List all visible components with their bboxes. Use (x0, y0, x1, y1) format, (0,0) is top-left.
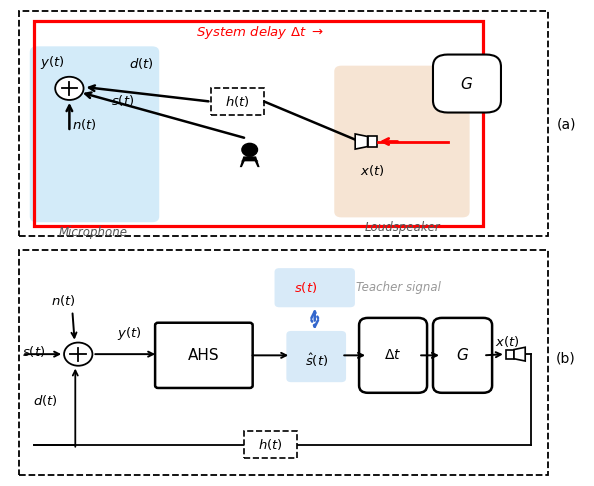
Polygon shape (241, 156, 258, 161)
Circle shape (55, 77, 84, 100)
Text: $\hat{s}(t)$: $\hat{s}(t)$ (305, 351, 328, 368)
FancyBboxPatch shape (433, 54, 501, 113)
Polygon shape (355, 134, 368, 149)
FancyBboxPatch shape (274, 268, 355, 307)
Bar (34, 21, 484, 226)
Text: $h(t)$: $h(t)$ (258, 437, 283, 452)
Text: Microphone: Microphone (59, 226, 128, 239)
Text: $d(t)$: $d(t)$ (33, 393, 58, 408)
Text: Teacher signal: Teacher signal (356, 281, 441, 294)
Text: Loudspeaker: Loudspeaker (364, 221, 440, 234)
Circle shape (64, 343, 93, 366)
FancyBboxPatch shape (30, 46, 159, 222)
FancyBboxPatch shape (359, 318, 427, 393)
Text: $s(t)$: $s(t)$ (22, 344, 45, 359)
Text: $s(t)$: $s(t)$ (294, 280, 318, 295)
FancyBboxPatch shape (433, 318, 492, 393)
Circle shape (242, 143, 258, 156)
Text: $d(t)$: $d(t)$ (128, 56, 153, 71)
FancyBboxPatch shape (155, 323, 252, 388)
Bar (368, 137, 377, 147)
Text: $n(t)$: $n(t)$ (51, 294, 76, 309)
Bar (19, 11, 548, 236)
Text: $\Delta t$: $\Delta t$ (384, 348, 402, 363)
Text: $G$: $G$ (456, 347, 469, 364)
Text: $G$: $G$ (460, 75, 473, 91)
Text: $s(t)$: $s(t)$ (110, 93, 134, 108)
Text: $x(t)$: $x(t)$ (361, 163, 385, 178)
Text: System delay $\Delta t$ $\rightarrow$: System delay $\Delta t$ $\rightarrow$ (197, 24, 324, 41)
Polygon shape (240, 156, 260, 167)
Text: $n(t)$: $n(t)$ (72, 117, 97, 132)
Polygon shape (514, 347, 525, 361)
Text: $y(t)$: $y(t)$ (40, 54, 64, 71)
Text: (b): (b) (556, 352, 576, 366)
Bar (244, 432, 297, 458)
Text: AHS: AHS (188, 348, 220, 363)
Text: $x(t)$: $x(t)$ (495, 334, 520, 349)
Text: (a): (a) (556, 118, 576, 132)
Bar (19, 250, 548, 475)
FancyBboxPatch shape (286, 331, 346, 382)
FancyBboxPatch shape (334, 66, 470, 217)
Text: $y(t)$: $y(t)$ (116, 325, 141, 342)
Text: $h(t)$: $h(t)$ (226, 94, 250, 109)
Bar (505, 349, 514, 359)
Bar (211, 88, 264, 115)
